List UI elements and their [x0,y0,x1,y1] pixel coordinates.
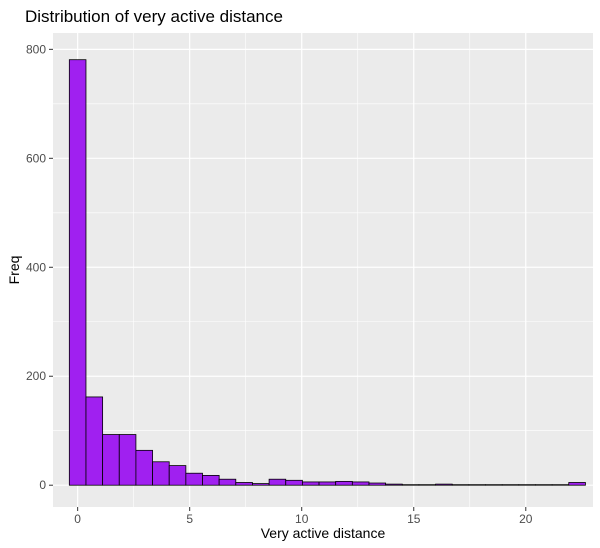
y-tick-label: 0 [39,478,46,492]
histogram-bar [535,484,553,486]
histogram-bar [168,465,187,486]
x-tick-label: 20 [519,512,533,526]
plot-panel [53,33,593,507]
histogram-bar [385,483,403,486]
histogram-bar [285,479,303,486]
y-axis: 0 200 400 600 800 [26,42,53,492]
histogram-bar [268,478,287,486]
y-tick-label: 400 [26,260,46,274]
y-tick-label: 600 [26,151,46,165]
histogram-bar [551,484,570,486]
histogram-bar [435,483,453,486]
histogram-bar [318,481,337,486]
histogram-bar [501,484,520,486]
y-axis-title: Freq [6,256,22,285]
minor-gridlines [53,33,593,507]
x-tick-label: 10 [295,512,309,526]
histogram-bar [235,482,253,486]
histogram-bar [202,474,220,486]
y-tick-label: 200 [26,369,46,383]
histogram-bar [351,481,370,486]
histogram-bar [518,484,536,486]
histogram-bar [401,484,420,486]
histogram-bar [85,396,104,486]
histogram-bar [335,480,353,486]
histogram-bar [218,478,237,486]
histogram-bar [102,434,120,486]
histogram-bar [252,483,270,486]
histogram-bar [485,484,503,486]
histogram-bar [301,481,320,486]
chart-title: Distribution of very active distance [25,7,283,26]
x-tick-label: 5 [186,512,193,526]
histogram-bar [118,434,137,486]
histogram-bars [68,59,586,486]
y-tick-label: 800 [26,42,46,56]
histogram-bar [135,449,153,486]
histogram-bar [451,484,470,486]
histogram-bar [368,482,387,486]
histogram-bar [68,59,87,486]
histogram-bar [568,482,586,486]
histogram-bar [152,461,170,486]
x-tick-label: 0 [74,512,81,526]
histogram-bar [185,472,203,486]
x-axis-title: Very active distance [261,525,386,541]
histogram-bar [468,484,486,486]
x-axis: 0 5 10 15 20 [74,507,533,526]
histogram-bar [418,484,436,486]
x-tick-label: 15 [407,512,421,526]
